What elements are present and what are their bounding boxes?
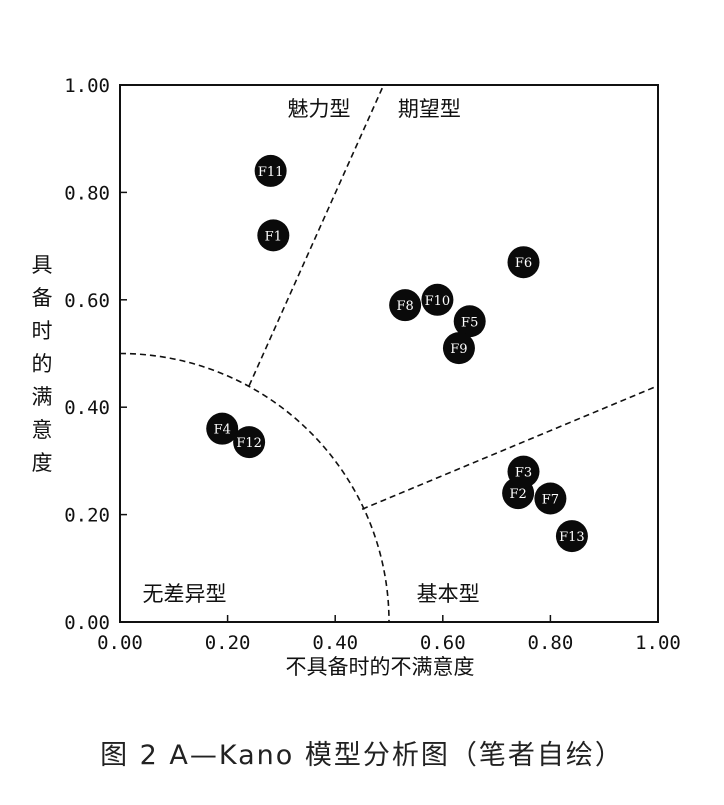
point-marker <box>507 455 540 488</box>
plot-frame <box>119 84 659 623</box>
point-label: F2 <box>509 487 526 502</box>
region-expected: 期望型 <box>398 97 461 121</box>
x-tick-label: 0.60 <box>420 632 466 654</box>
x-axis-title: 不具备时的不满意度 <box>286 655 475 679</box>
figure-caption: 图 2 A—Kano 模型分析图（笔者自绘） <box>100 740 624 771</box>
point-f3: F3 <box>507 455 540 488</box>
data-points: F1 F2 F3 F4 F5 F6 F7 F8 F9 F10 F11 F12 F13 <box>206 154 588 553</box>
region-boundaries <box>119 84 659 623</box>
y-tick-label: 0.60 <box>64 290 110 312</box>
region-indifferent: 无差异型 <box>143 582 227 606</box>
point-f9: F9 <box>442 332 475 365</box>
point-label: F4 <box>214 423 231 438</box>
point-marker <box>421 283 454 316</box>
point-marker <box>555 520 588 553</box>
point-marker <box>254 154 287 187</box>
point-label: F11 <box>258 165 284 180</box>
point-label: F7 <box>542 492 559 507</box>
point-marker <box>257 219 290 252</box>
x-tick-label: 1.00 <box>635 632 681 654</box>
y-tick-label: 1.00 <box>64 75 110 97</box>
point-marker <box>442 332 475 365</box>
point-label: F13 <box>559 530 585 545</box>
point-marker <box>206 412 239 445</box>
y-axis-title: 具备时的满意度 <box>32 253 53 475</box>
point-f12: F12 <box>233 426 266 459</box>
point-label: F1 <box>265 229 282 244</box>
y-tick-label: 0.40 <box>64 397 110 419</box>
axis-ticks: 0.00 0.20 0.40 0.60 0.80 1.00 0.00 0.20 0.40 0.60… <box>64 75 681 654</box>
point-label: F5 <box>461 315 478 330</box>
indifferent-boundary-arc <box>119 352 390 623</box>
point-f5: F5 <box>453 305 486 338</box>
point-label: F3 <box>515 466 532 481</box>
x-tick-label: 0.40 <box>312 632 358 654</box>
point-marker <box>389 289 422 322</box>
point-marker <box>534 482 567 515</box>
point-f1: F1 <box>257 219 290 252</box>
attractive-expected-boundary <box>248 84 385 387</box>
point-f7: F7 <box>534 482 567 515</box>
x-tick-label: 0.20 <box>205 632 251 654</box>
x-tick-label: 0.80 <box>528 632 574 654</box>
point-f6: F6 <box>507 246 540 279</box>
y-tick-label: 0.00 <box>64 612 110 634</box>
point-f13: F13 <box>555 520 588 553</box>
point-label: F6 <box>515 256 532 271</box>
y-tick-label: 0.80 <box>64 182 110 204</box>
point-marker <box>233 426 266 459</box>
point-marker <box>507 246 540 279</box>
point-f8: F8 <box>389 289 422 322</box>
point-f10: F10 <box>421 283 454 316</box>
point-label: F12 <box>236 436 262 451</box>
point-f11: F11 <box>254 154 287 187</box>
point-f4: F4 <box>206 412 239 445</box>
point-label: F8 <box>396 299 413 314</box>
point-label: F10 <box>425 294 451 309</box>
region-attractive: 魅力型 <box>288 97 351 121</box>
kano-scatter-chart: 0.00 0.20 0.40 0.60 0.80 1.00 0.00 0.20 0.40 0.60… <box>32 75 681 679</box>
x-tick-label: 0.00 <box>97 632 143 654</box>
y-tick-label: 0.20 <box>64 505 110 527</box>
point-label: F9 <box>450 342 467 357</box>
expected-basic-boundary <box>361 384 659 510</box>
region-basic: 基本型 <box>417 582 480 606</box>
point-marker <box>453 305 486 338</box>
